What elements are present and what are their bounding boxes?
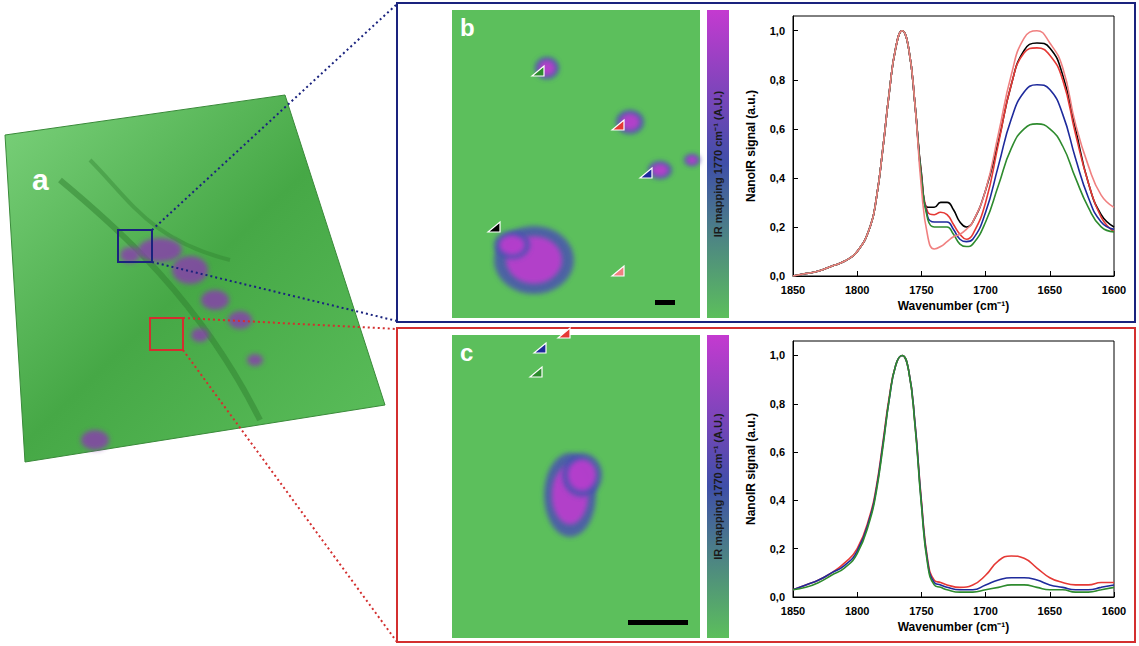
svg-text:1,0: 1,0: [770, 349, 785, 361]
svg-text:1800: 1800: [845, 605, 869, 617]
svg-text:NanoIR signal (a.u.): NanoIR signal (a.u.): [744, 413, 758, 525]
svg-text:NanoIR signal (a.u.): NanoIR signal (a.u.): [744, 90, 758, 202]
svg-text:1750: 1750: [909, 605, 933, 617]
svg-text:0,6: 0,6: [770, 446, 785, 458]
svg-text:1650: 1650: [1038, 284, 1062, 296]
svg-text:1700: 1700: [973, 284, 997, 296]
svg-text:1600: 1600: [1102, 605, 1126, 617]
svg-text:0,2: 0,2: [770, 543, 785, 555]
svg-text:1600: 1600: [1102, 284, 1126, 296]
svg-text:0,4: 0,4: [770, 494, 786, 506]
svg-text:0,8: 0,8: [770, 74, 785, 86]
svg-text:IR mapping 1770 cm⁻¹ (A.U.): IR mapping 1770 cm⁻¹ (A.U.): [712, 413, 724, 560]
svg-text:0,4: 0,4: [770, 172, 786, 184]
svg-text:0,2: 0,2: [770, 221, 785, 233]
svg-text:1850: 1850: [781, 284, 805, 296]
svg-text:b: b: [460, 14, 475, 41]
svg-text:0,6: 0,6: [770, 123, 785, 135]
svg-text:1850: 1850: [781, 605, 805, 617]
svg-text:1750: 1750: [909, 284, 933, 296]
svg-text:Wavenumber (cm⁻¹): Wavenumber (cm⁻¹): [898, 299, 1010, 313]
svg-text:0,8: 0,8: [770, 398, 785, 410]
svg-text:Wavenumber (cm⁻¹): Wavenumber (cm⁻¹): [898, 620, 1010, 634]
svg-text:1800: 1800: [845, 284, 869, 296]
svg-text:1650: 1650: [1038, 605, 1062, 617]
svg-text:0,0: 0,0: [770, 270, 785, 282]
svg-text:a: a: [32, 163, 49, 196]
svg-text:IR mapping 1770 cm⁻¹ (A.U.): IR mapping 1770 cm⁻¹ (A.U.): [712, 90, 724, 237]
svg-text:1,0: 1,0: [770, 25, 785, 37]
svg-text:1700: 1700: [973, 605, 997, 617]
svg-text:c: c: [460, 339, 473, 366]
svg-text:0,0: 0,0: [770, 591, 785, 603]
